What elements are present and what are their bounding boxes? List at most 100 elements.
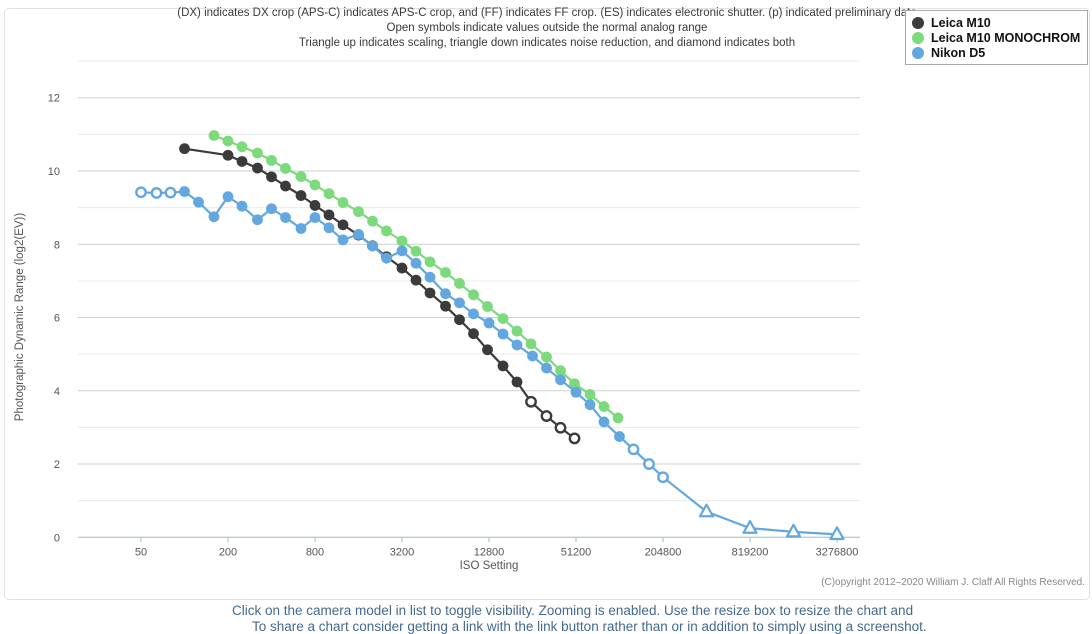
marker-open-circle-leica-m10: [554, 421, 567, 434]
chart-panel: [4, 8, 1090, 600]
x-tick-label: 51200: [561, 546, 592, 558]
chart-title-line-3: Triangle up indicates scaling, triangle …: [298, 37, 796, 49]
marker-open-circle-nikon-d5: [657, 471, 669, 484]
legend-item-leica-m10[interactable]: Leica M10: [912, 15, 1081, 30]
chart-title-line-2: Open symbols indicate values outside the…: [386, 22, 708, 34]
marker-filled-circle-leica-m10-monochrom: [584, 389, 596, 400]
marker-filled-circle-nikon-d5: [280, 212, 291, 223]
marker-filled-circle-nikon-d5: [381, 252, 392, 264]
marker-filled-circle-leica-m10: [396, 262, 408, 274]
marker-open-circle-nikon-d5: [627, 443, 640, 456]
marker-open-circle-leica-m10: [540, 410, 553, 422]
marker-filled-circle-leica-m10-monochrom: [252, 147, 263, 159]
marker-filled-circle-nikon-d5: [193, 196, 204, 208]
marker-filled-circle-leica-m10-monochrom: [424, 256, 436, 268]
marker-filled-circle-leica-m10: [252, 162, 263, 174]
marker-filled-circle-nikon-d5: [236, 200, 248, 212]
y-tick-label: 2: [54, 459, 60, 471]
marker-filled-circle-leica-m10: [323, 209, 335, 221]
marker-filled-circle-leica-m10: [482, 344, 493, 356]
marker-open-triangle-up-nikon-d5: [698, 503, 715, 518]
marker-filled-circle-leica-m10: [424, 287, 436, 299]
marker-filled-circle-leica-m10-monochrom: [323, 188, 335, 200]
marker-filled-circle-nikon-d5: [440, 288, 451, 300]
marker-filled-circle-leica-m10-monochrom: [440, 267, 451, 278]
x-tick-label: 204800: [645, 546, 682, 558]
legend-item-label: Leica M10: [931, 15, 991, 30]
series-color-swatch-icon: [912, 46, 924, 59]
marker-open-circle-nikon-d5: [164, 186, 177, 199]
marker-filled-circle-leica-m10-monochrom: [569, 378, 580, 390]
series-color-swatch-icon: [912, 31, 924, 44]
marker-filled-circle-nikon-d5: [598, 416, 610, 428]
x-tick-label: 3200: [390, 546, 414, 558]
chart-title-line-1: (DX) indicates DX crop (APS-C) indicates…: [177, 7, 917, 19]
series-color-swatch-icon: [912, 16, 924, 29]
legend-item-leica-m10-monochrom[interactable]: Leica M10 MONOCHROM: [912, 30, 1081, 45]
marker-filled-circle-leica-m10: [337, 219, 349, 231]
marker-filled-circle-nikon-d5: [424, 271, 436, 283]
marker-filled-circle-nikon-d5: [527, 350, 538, 362]
marker-filled-circle-nikon-d5: [584, 399, 596, 411]
y-tick-label: 12: [48, 93, 60, 105]
marker-filled-circle-nikon-d5: [309, 212, 321, 223]
marker-filled-circle-leica-m10-monochrom: [236, 141, 248, 153]
marker-filled-circle-nikon-d5: [295, 223, 307, 234]
marker-filled-circle-leica-m10-monochrom: [612, 412, 624, 424]
marker-filled-circle-nikon-d5: [252, 214, 263, 226]
marker-filled-circle-leica-m10-monochrom: [482, 301, 493, 312]
y-axis-label: Photographic Dynamic Range (log2(EV)): [14, 212, 26, 422]
marker-filled-circle-leica-m10: [497, 360, 509, 372]
marker-filled-circle-leica-m10-monochrom: [337, 197, 349, 208]
marker-filled-circle-leica-m10-monochrom: [367, 215, 378, 227]
marker-filled-circle-leica-m10-monochrom: [266, 154, 277, 166]
marker-filled-circle-leica-m10-monochrom: [222, 135, 234, 147]
marker-filled-circle-nikon-d5: [410, 257, 422, 269]
series-line-leica-m10: [183, 147, 576, 440]
x-axis-label: ISO Setting: [459, 560, 519, 572]
marker-open-triangle-up-nikon-d5: [742, 520, 758, 534]
marker-filled-circle-leica-m10-monochrom: [468, 289, 479, 301]
marker-filled-circle-leica-m10-monochrom: [598, 401, 610, 412]
marker-filled-circle-nikon-d5: [454, 297, 465, 309]
x-tick-label: 200: [219, 546, 237, 558]
marker-open-circle-nikon-d5: [643, 458, 655, 470]
marker-filled-circle-leica-m10-monochrom: [410, 245, 422, 257]
marker-filled-circle-leica-m10: [236, 156, 248, 167]
marker-filled-circle-leica-m10-monochrom: [208, 130, 220, 141]
legend: Leica M10 Leica M10 MONOCHROM Nikon D5: [905, 10, 1088, 65]
marker-filled-circle-leica-m10-monochrom: [497, 313, 509, 325]
footer-instructions-line-2: To share a chart consider getting a link…: [252, 619, 927, 634]
marker-filled-circle-leica-m10: [266, 171, 277, 183]
marker-filled-circle-leica-m10-monochrom: [511, 325, 523, 337]
marker-filled-circle-leica-m10: [511, 376, 523, 388]
legend-item-label: Nikon D5: [931, 45, 986, 60]
legend-item-label: Leica M10 MONOCHROM: [931, 30, 1081, 45]
marker-filled-circle-leica-m10-monochrom: [525, 338, 537, 350]
y-tick-label: 0: [54, 532, 60, 544]
marker-open-circle-nikon-d5: [150, 187, 163, 199]
legend-item-nikon-d5[interactable]: Nikon D5: [912, 45, 1081, 60]
marker-filled-circle-leica-m10: [454, 314, 465, 326]
marker-filled-circle-nikon-d5: [222, 191, 234, 203]
marker-filled-circle-leica-m10-monochrom: [555, 365, 566, 377]
marker-filled-circle-nikon-d5: [266, 203, 277, 215]
marker-filled-circle-leica-m10-monochrom: [353, 206, 364, 218]
marker-filled-circle-leica-m10: [309, 200, 321, 211]
x-tick-label: 50: [135, 546, 147, 558]
marker-open-triangle-up-nikon-d5: [829, 526, 845, 541]
x-tick-label: 12800: [474, 546, 505, 558]
y-tick-label: 6: [54, 313, 60, 325]
marker-filled-circle-leica-m10-monochrom: [295, 171, 307, 182]
marker-filled-circle-leica-m10-monochrom: [454, 278, 465, 289]
plot-area[interactable]: 0 2 4 6 8 10 12 50 200 800 3200 12800 51200 204800 819…: [0, 0, 1092, 602]
copyright-text: (C)opyright 2012–2020 William J. Claff A…: [821, 577, 1085, 588]
marker-open-circle-leica-m10: [568, 432, 581, 445]
footer-instructions-line-1: Click on the camera model in list to tog…: [232, 603, 914, 618]
x-tick-label: 800: [306, 546, 324, 558]
marker-filled-circle-nikon-d5: [555, 374, 566, 386]
marker-filled-circle-nikon-d5: [570, 386, 582, 398]
marker-filled-circle-nikon-d5: [179, 186, 190, 197]
marker-filled-circle-leica-m10-monochrom: [541, 351, 552, 363]
